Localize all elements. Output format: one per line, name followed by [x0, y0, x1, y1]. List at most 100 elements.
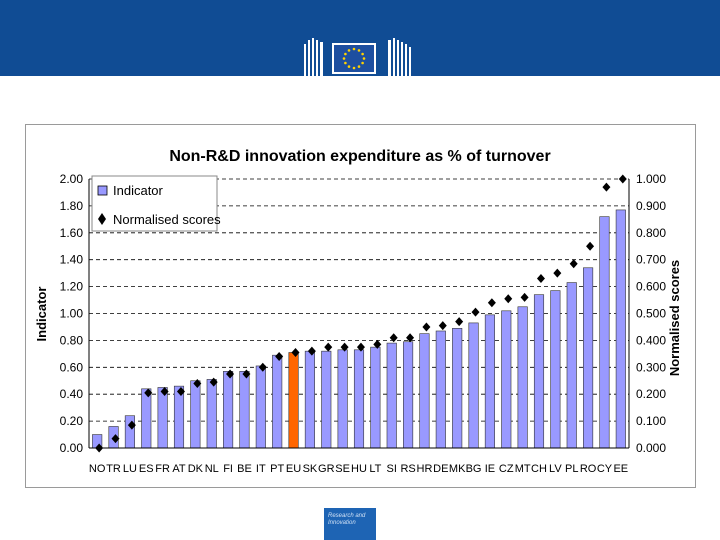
marker-hu	[356, 342, 365, 352]
marker-cz	[504, 294, 513, 304]
y-tick-labels: 0.00 0.20 0.40 0.60 0.80 1.00 1.20 1.40 1.60 1.80…	[60, 172, 84, 455]
marker-fi	[226, 369, 235, 379]
marker-ie	[487, 298, 496, 308]
bar-eu	[288, 352, 299, 449]
chart-svg: Non-R&D innovation expenditure as % of t…	[34, 148, 682, 475]
x-tick-label: MK	[449, 463, 466, 475]
bar-es	[141, 388, 152, 449]
bar-dk	[190, 380, 201, 449]
marker-rs	[406, 333, 415, 343]
marker-ro	[586, 241, 595, 251]
bar-it	[255, 365, 266, 449]
y2-tick-label: 0.500	[636, 307, 666, 321]
bar-pt	[272, 354, 283, 449]
x-tick-label: NL	[205, 463, 219, 475]
legend-label-normalised: Normalised scores	[113, 212, 221, 227]
marker-es	[144, 388, 153, 398]
y2-axis-label: Normalised scores	[667, 260, 682, 376]
x-tick-label: HU	[351, 463, 367, 475]
bar-nl	[206, 379, 217, 449]
badge-line-2: Innovation	[328, 520, 356, 526]
bar-sk	[304, 350, 315, 449]
x-tick-label: ES	[139, 463, 154, 475]
x-tick-label: GR	[318, 463, 335, 475]
x-tick-label: PL	[565, 463, 578, 475]
y-tick-label: 0.80	[60, 333, 84, 347]
y2-tick-label: 0.400	[636, 333, 666, 347]
y2-tick-label: 0.800	[636, 226, 666, 240]
y2-tick-labels: 0.000 0.100 0.200 0.300 0.400 0.500 0.600 0.700…	[636, 172, 666, 455]
marker-tr	[111, 434, 120, 444]
y-tick-label: 0.40	[60, 387, 84, 401]
x-tick-label: TR	[106, 463, 121, 475]
bar-fr	[157, 387, 168, 449]
bar-mt	[517, 306, 528, 449]
y2-tick-label: 0.200	[636, 387, 666, 401]
marker-nl	[209, 377, 218, 387]
y-tick-label: 1.00	[60, 307, 84, 321]
bar-ch	[533, 294, 545, 449]
x-tick-label: SK	[303, 463, 318, 475]
x-tick-label: PT	[270, 463, 284, 475]
marker-cy	[602, 182, 611, 192]
bar-se	[337, 349, 348, 449]
chart-title: Non-R&D innovation expenditure as % of t…	[169, 148, 550, 165]
marker-de	[438, 321, 447, 331]
marker-ee	[618, 174, 627, 184]
marker-lt	[373, 339, 382, 349]
bar-hu	[353, 349, 365, 449]
bar-rs	[403, 341, 414, 449]
y2-tick-label: 1.000	[636, 172, 666, 186]
x-tick-label: EE	[613, 463, 628, 475]
bar-pl	[566, 282, 577, 449]
y2-tick-label: 0.600	[636, 280, 666, 294]
marker-se	[340, 342, 349, 352]
bars-group	[92, 209, 626, 449]
eu-flag-icon	[334, 45, 374, 72]
badge-line-1: Research and	[328, 513, 366, 519]
marker-it	[258, 362, 267, 372]
y2-tick-label: 0.100	[636, 414, 666, 428]
x-tick-label: RO	[580, 463, 597, 475]
y2-tick-label: 0.700	[636, 253, 666, 267]
bar-bg	[468, 322, 479, 449]
marker-mt	[520, 292, 529, 302]
marker-lu	[127, 420, 136, 430]
marker-sk	[307, 346, 316, 356]
bar-lt	[370, 346, 381, 449]
eu-commission-logo-icon	[304, 38, 411, 76]
x-tick-label: IE	[485, 463, 495, 475]
x-tick-label: LU	[123, 463, 137, 475]
chart-frame: Non-R&D innovation expenditure as % of t…	[25, 124, 696, 488]
y-tick-label: 0.00	[60, 441, 84, 455]
legend-marker-normalised	[98, 213, 106, 225]
bar-gr	[321, 350, 332, 449]
x-tick-label: FR	[155, 463, 170, 475]
marker-pl	[569, 259, 578, 269]
marker-be	[242, 369, 251, 379]
markers-group	[95, 174, 627, 453]
bar-cy	[599, 216, 610, 449]
y2-tick-label: 0.000	[636, 441, 666, 455]
x-tick-label: NO	[89, 463, 106, 475]
marker-hr	[422, 322, 431, 332]
marker-dk	[193, 378, 202, 388]
x-tick-label: LV	[549, 463, 562, 475]
bar-de	[435, 330, 446, 449]
header-banner	[0, 0, 720, 76]
bar-si	[386, 342, 397, 449]
y2-tick-label: 0.300	[636, 360, 666, 374]
marker-si	[389, 333, 398, 343]
bar-mk	[452, 327, 463, 449]
bar-hr	[419, 333, 430, 449]
bar-fi	[223, 371, 234, 449]
x-tick-label: DE	[433, 463, 448, 475]
x-tick-label: CH	[531, 463, 547, 475]
marker-mk	[455, 317, 464, 327]
bar-lu	[124, 415, 135, 449]
bar-cz	[501, 310, 512, 449]
x-tick-label: MT	[515, 463, 531, 475]
marker-bg	[471, 307, 480, 317]
marker-at	[176, 387, 185, 397]
marker-lv	[553, 268, 562, 278]
